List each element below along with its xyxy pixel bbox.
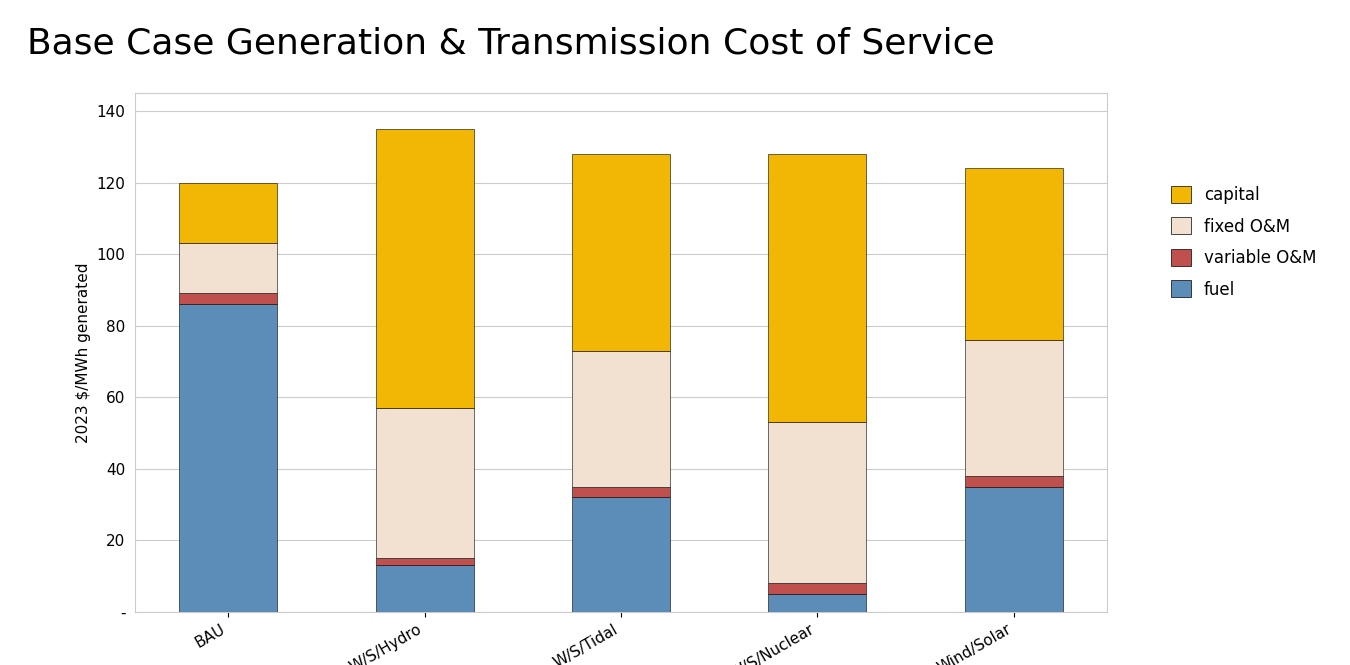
Bar: [965, 487, 1062, 612]
Bar: [375, 558, 474, 565]
Y-axis label: 2023 $/MWh generated: 2023 $/MWh generated: [76, 262, 90, 443]
Bar: [572, 497, 670, 612]
Bar: [375, 565, 474, 612]
Bar: [768, 583, 867, 594]
Bar: [572, 154, 670, 350]
Bar: [965, 476, 1062, 487]
Legend: capital, fixed O&M, variable O&M, fuel: capital, fixed O&M, variable O&M, fuel: [1164, 180, 1323, 305]
Bar: [375, 408, 474, 558]
Bar: [375, 129, 474, 408]
Bar: [572, 350, 670, 487]
Bar: [180, 182, 277, 243]
Bar: [572, 487, 670, 497]
Bar: [768, 422, 867, 583]
Text: Base Case Generation & Transmission Cost of Service: Base Case Generation & Transmission Cost…: [27, 27, 995, 61]
Bar: [768, 594, 867, 612]
Bar: [180, 304, 277, 612]
Bar: [965, 168, 1062, 340]
Bar: [768, 154, 867, 422]
Bar: [180, 293, 277, 304]
Bar: [965, 340, 1062, 476]
Bar: [180, 243, 277, 293]
